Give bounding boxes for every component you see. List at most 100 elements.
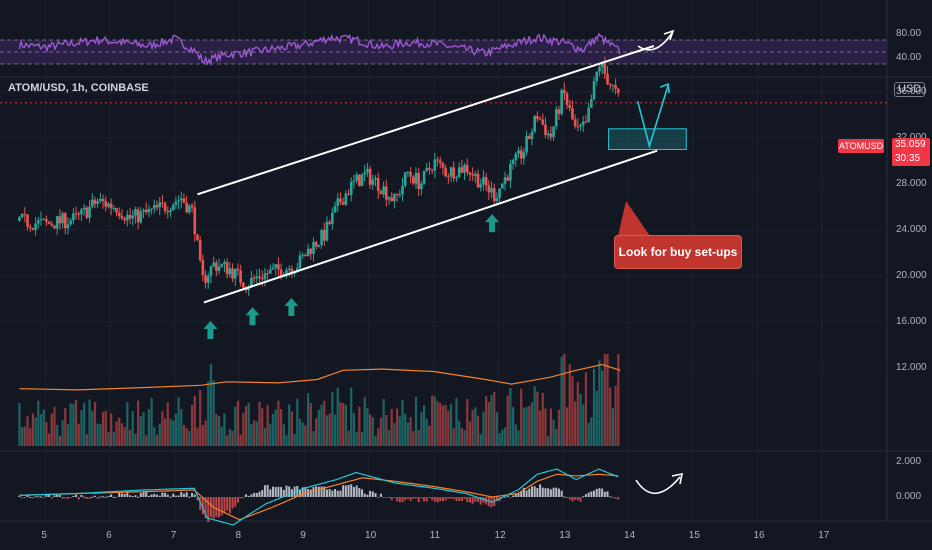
volume-bar — [293, 434, 296, 446]
up-arrow-icon — [245, 307, 260, 326]
candle — [150, 208, 153, 210]
candle — [142, 209, 145, 212]
volume-bar — [387, 430, 391, 446]
volume-bar — [428, 425, 431, 446]
macd-histogram-bar — [393, 497, 396, 498]
volume-bar — [565, 407, 569, 446]
macd-histogram-bar — [547, 488, 550, 497]
macd-histogram-bar — [77, 497, 80, 500]
macd-histogram-bar — [398, 497, 401, 503]
candle — [26, 214, 29, 227]
symbol-title[interactable]: ATOM/USD, 1h, COINBASE — [8, 82, 149, 94]
candle — [552, 126, 555, 138]
candle — [72, 213, 75, 221]
candle — [519, 150, 523, 159]
candle — [441, 163, 445, 168]
rsi-arrow-head — [663, 29, 675, 41]
volume-bar — [180, 409, 183, 446]
volume-bar — [21, 427, 24, 446]
macd-histogram-bar — [107, 495, 110, 497]
volume-bar — [104, 410, 107, 446]
candle — [220, 264, 224, 267]
macd-tick-label: 0.000 — [896, 491, 922, 502]
time-tick-label: 16 — [753, 530, 765, 541]
macd-histogram-bar — [555, 487, 558, 497]
macd-histogram-bar — [145, 491, 148, 497]
macd-histogram-bar — [401, 497, 404, 503]
macd-histogram-bar — [568, 497, 571, 500]
macd-histogram-bar — [50, 497, 53, 499]
volume-bar — [611, 408, 615, 446]
volume-bar — [385, 414, 388, 446]
macd-histogram-bar — [220, 497, 223, 516]
currency-button[interactable]: USD — [894, 82, 926, 97]
candle — [212, 262, 215, 267]
candle — [328, 221, 331, 224]
bar-countdown: 30:35 — [895, 153, 921, 164]
volume-bar — [557, 409, 561, 446]
candle — [126, 214, 129, 221]
volume-bar — [166, 402, 169, 446]
macd-histogram-bar — [504, 497, 507, 498]
candle — [541, 119, 545, 125]
candle — [511, 159, 515, 164]
volume-bar — [541, 392, 544, 446]
volume-bar — [517, 430, 520, 446]
volume-bar — [158, 423, 161, 446]
macd-histogram-bar — [204, 497, 207, 519]
buy-setup-note[interactable]: Look for buy set-ups — [614, 235, 742, 269]
macd-histogram-bar — [609, 496, 612, 498]
candle — [522, 152, 526, 159]
volume-bar — [536, 391, 539, 446]
macd-histogram-bar — [277, 486, 280, 497]
volume-bar — [255, 421, 258, 446]
volume-bar — [325, 415, 329, 446]
volume-bar — [199, 390, 202, 446]
macd-histogram-bar — [23, 497, 26, 498]
macd-histogram-bar — [80, 494, 83, 497]
macd-histogram-bar — [91, 496, 94, 498]
candle — [395, 193, 399, 195]
candle — [449, 167, 453, 177]
candle — [233, 268, 237, 279]
candle — [557, 109, 561, 114]
macd-histogram-bar — [595, 488, 598, 497]
volume-bar — [574, 401, 577, 446]
volume-bar — [53, 406, 56, 446]
volume-bar — [185, 427, 188, 446]
volume-bar — [509, 388, 512, 446]
candle — [190, 205, 194, 208]
volume-bar — [244, 405, 248, 446]
macd-histogram-bar — [425, 497, 428, 502]
volume-bar — [153, 427, 156, 446]
candle — [595, 71, 599, 82]
volume-bar — [99, 423, 102, 446]
macd-histogram-bar — [215, 497, 218, 517]
macd-histogram-bar — [603, 491, 606, 497]
volume-bar — [201, 424, 204, 446]
candle — [301, 254, 304, 256]
macd-histogram-bar — [69, 497, 72, 498]
macd-histogram-bar — [474, 497, 477, 502]
volume-bar — [336, 387, 339, 446]
volume-bar — [101, 412, 105, 446]
macd-histogram-bar — [444, 497, 447, 501]
volume-bar — [512, 407, 515, 446]
volume-bar — [468, 421, 472, 446]
volume-bar — [433, 396, 436, 446]
macd-histogram-bar — [477, 497, 480, 502]
volume-bar — [220, 426, 223, 446]
candle — [117, 212, 121, 216]
volume-bar — [23, 426, 26, 446]
volume-bar — [279, 408, 283, 446]
volume-bar — [414, 396, 418, 446]
volume-bar — [506, 395, 509, 446]
volume-bar — [47, 433, 51, 446]
candle — [285, 269, 288, 276]
candle — [385, 186, 388, 200]
candle — [179, 198, 183, 201]
volume-bar — [363, 397, 366, 446]
volume-bar — [595, 390, 598, 446]
macd-histogram-bar — [172, 493, 175, 497]
